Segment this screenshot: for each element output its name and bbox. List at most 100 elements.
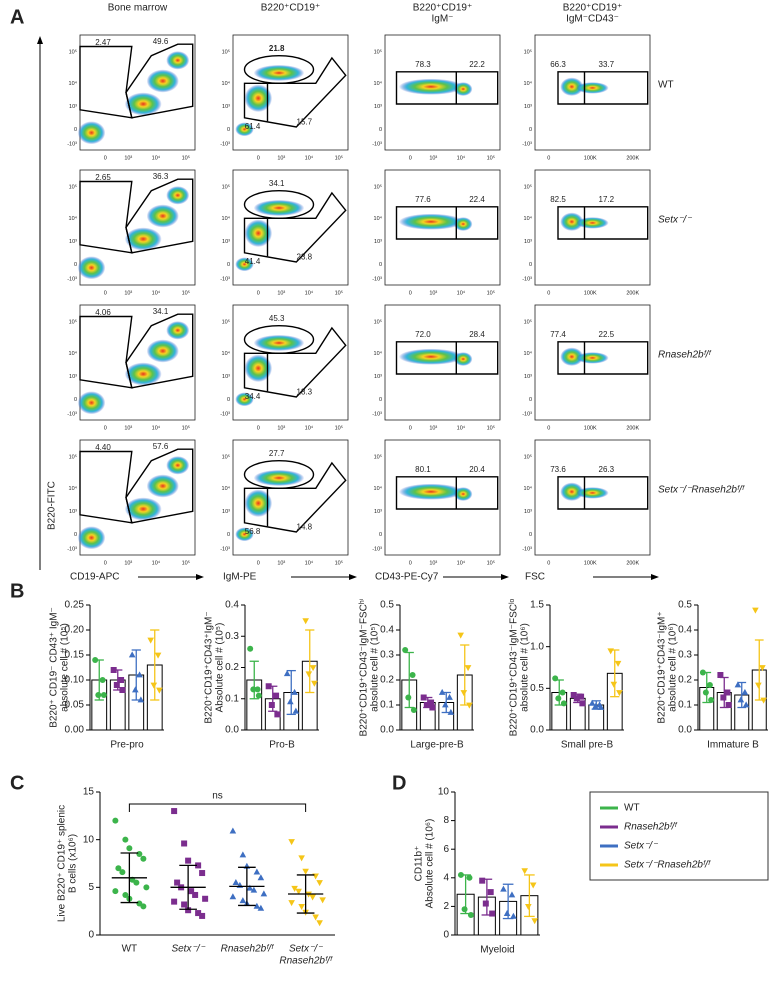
x-tick-label: 10⁵ bbox=[182, 154, 190, 161]
gate-value: 4.06 bbox=[95, 308, 111, 317]
data-point bbox=[521, 868, 528, 875]
data-point bbox=[257, 874, 265, 881]
x-tick-label: Small pre-B bbox=[561, 740, 614, 751]
data-point bbox=[229, 893, 237, 900]
x-tick-label: 100K bbox=[584, 425, 597, 431]
density-blob bbox=[77, 256, 106, 280]
y-axis-label: B220⁺CD19⁺CD43⁻IgM⁻FSCʰⁱ bbox=[359, 598, 370, 736]
x-tick-label: Rnaseh2bᶠ/ᶠ bbox=[221, 944, 274, 955]
density-blob bbox=[253, 469, 305, 487]
gate-value: 2.65 bbox=[95, 173, 111, 182]
y-tick-label: 10³ bbox=[374, 104, 382, 110]
data-point bbox=[573, 695, 580, 702]
density-blob bbox=[454, 82, 473, 96]
x-tick-label: 10⁴ bbox=[152, 559, 161, 566]
y-tick-label: 0.4 bbox=[380, 625, 394, 636]
y-tick-label: 10⁴ bbox=[69, 80, 78, 87]
data-point bbox=[467, 911, 474, 918]
data-point bbox=[302, 868, 309, 875]
data-point bbox=[202, 895, 209, 902]
data-point bbox=[254, 686, 261, 693]
y-tick-label: -10³ bbox=[522, 412, 532, 418]
column-title: Bone marrow bbox=[108, 3, 168, 14]
y-tick-label: -10³ bbox=[220, 142, 230, 148]
data-point bbox=[265, 683, 272, 690]
data-point bbox=[232, 878, 240, 885]
x-tick-label: 10³ bbox=[429, 425, 437, 431]
data-point bbox=[734, 681, 742, 688]
column-title: B220⁺CD19⁺ bbox=[563, 3, 622, 14]
data-point bbox=[110, 667, 117, 673]
x-tick-label: 10⁵ bbox=[335, 559, 343, 566]
x-tick-label: 10⁴ bbox=[305, 289, 314, 296]
density-blob bbox=[166, 456, 190, 475]
x-tick-label: Pro-B bbox=[269, 740, 295, 751]
density-blob bbox=[576, 487, 609, 499]
data-point bbox=[255, 692, 262, 699]
gate bbox=[243, 56, 347, 128]
legend-label: Setx⁻/⁻ bbox=[624, 841, 658, 852]
legend-label: Rnaseh2bᶠ/ᶠ bbox=[624, 822, 677, 833]
x-tick-label: 0 bbox=[547, 155, 550, 161]
y-tick-label: 10³ bbox=[374, 509, 382, 515]
y-tick-label: 10³ bbox=[374, 374, 382, 380]
error-bar bbox=[524, 874, 535, 918]
y-tick-label: 10⁴ bbox=[222, 485, 231, 492]
y-axis-label: absolute cell # (10⁵) bbox=[60, 623, 71, 712]
data-point bbox=[112, 817, 119, 824]
data-point bbox=[247, 645, 254, 652]
y-tick-label: 10³ bbox=[69, 509, 77, 515]
data-point bbox=[112, 888, 119, 895]
data-point bbox=[140, 903, 147, 910]
density-blob bbox=[146, 204, 179, 228]
y-tick-label: 10⁵ bbox=[69, 184, 77, 191]
error-bar bbox=[305, 629, 315, 694]
y-tick-label: 0.2 bbox=[380, 675, 394, 686]
x-tick-label: Large-pre-B bbox=[410, 740, 464, 751]
y-tick-label: 0.25 bbox=[65, 600, 85, 611]
y-tick-label: 0.1 bbox=[225, 693, 239, 704]
data-point bbox=[253, 902, 261, 909]
x-tick-label: 200K bbox=[626, 425, 639, 431]
data-point bbox=[133, 879, 140, 886]
x-tick-label: 200K bbox=[626, 155, 639, 161]
y-tick-label: 0 bbox=[379, 532, 382, 538]
x-tick-label: 10⁵ bbox=[182, 424, 190, 431]
data-point bbox=[174, 879, 181, 886]
y-tick-label: 0.3 bbox=[380, 650, 394, 661]
y-tick-label: 10⁴ bbox=[374, 350, 383, 357]
x-axis-label: CD19-APC bbox=[70, 572, 119, 583]
x-tick-label: 10³ bbox=[124, 290, 132, 296]
row-label: Setx⁻/⁻Rnaseh2bᶠ/ᶠ bbox=[658, 485, 745, 496]
y-axis-label: B220⁺CD19⁺CD43⁻IgM⁻FSCˡᵒ bbox=[509, 598, 520, 736]
y-tick-label: 0 bbox=[88, 930, 94, 941]
y-tick-label: -10³ bbox=[522, 547, 532, 553]
gate-value: 72.0 bbox=[415, 330, 431, 339]
density-blob bbox=[235, 527, 254, 542]
data-point bbox=[154, 652, 162, 659]
x-tick-label: Setx⁻/⁻ bbox=[289, 944, 323, 955]
y-tick-label: 10⁵ bbox=[374, 454, 382, 461]
data-point bbox=[610, 681, 618, 688]
data-point bbox=[199, 870, 206, 877]
y-tick-label: 10⁵ bbox=[524, 184, 532, 191]
density-blob bbox=[146, 474, 179, 498]
data-point bbox=[309, 894, 316, 901]
legend-label: WT bbox=[624, 803, 640, 814]
y-axis-label: B220⁺CD19⁺CD43⁻IgM⁺ bbox=[657, 611, 668, 723]
density-blob bbox=[166, 186, 190, 205]
y-tick-label: 10⁵ bbox=[222, 49, 230, 56]
density-blob bbox=[146, 69, 179, 93]
arrow-head bbox=[651, 574, 659, 580]
y-axis-label: Live B220⁺ CD19⁺ splenic bbox=[57, 805, 68, 922]
x-tick-label: 0 bbox=[409, 155, 412, 161]
y-tick-label: 0 bbox=[74, 127, 77, 133]
y-tick-label: 10³ bbox=[524, 104, 532, 110]
x-tick-label: 0 bbox=[257, 425, 260, 431]
data-point bbox=[510, 912, 517, 919]
data-point bbox=[570, 692, 577, 698]
y-axis-label: Absolute cell # (10⁵) bbox=[215, 623, 226, 713]
data-point bbox=[239, 851, 247, 858]
x-tick-label: WT bbox=[122, 944, 138, 955]
